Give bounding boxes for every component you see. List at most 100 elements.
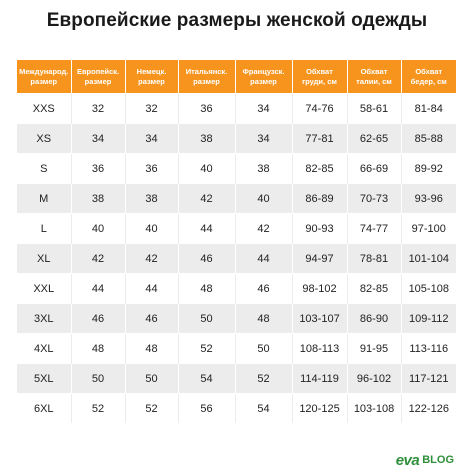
cell-hips: 89-92 — [400, 153, 456, 184]
page-title: Европейские размеры женской одежды — [46, 10, 428, 31]
cell-european-size: 50 — [70, 363, 125, 394]
cell-german-size: 34 — [124, 123, 178, 154]
cell-italian-size: 44 — [177, 213, 235, 244]
cell-waist: 66-69 — [346, 153, 401, 184]
cell-waist: 78-81 — [346, 243, 401, 274]
header-waist: Обхват талии, см — [346, 60, 401, 94]
cell-european-size: 46 — [70, 303, 125, 334]
cell-bust: 94-97 — [291, 243, 347, 274]
cell-italian-size: 50 — [177, 303, 235, 334]
eva-blog-logo: eva BLOG — [396, 451, 454, 469]
cell-european-size: 32 — [70, 93, 125, 124]
cell-bust: 114-119 — [291, 363, 347, 394]
table-row: L 40 40 44 42 90-93 74-77 97-100 — [17, 213, 456, 244]
table-row: 5XL 50 50 54 52 114-119 96-102 117-121 — [17, 363, 456, 394]
cell-bust: 82-85 — [291, 153, 347, 184]
table-row: 6XL 52 52 56 54 120-125 103-108 122-126 — [17, 393, 456, 423]
cell-french-size: 50 — [234, 333, 292, 364]
cell-german-size: 46 — [124, 303, 178, 334]
cell-bust: 90-93 — [291, 213, 347, 244]
cell-international-size: XS — [17, 123, 71, 154]
cell-european-size: 36 — [70, 153, 125, 184]
cell-international-size: XXL — [17, 273, 71, 304]
cell-bust: 77-81 — [291, 123, 347, 154]
cell-italian-size: 46 — [177, 243, 235, 274]
table-row: 3XL 46 46 50 48 103-107 86-90 109-112 — [17, 303, 456, 334]
cell-german-size: 32 — [124, 93, 178, 124]
cell-italian-size: 54 — [177, 363, 235, 394]
cell-european-size: 44 — [70, 273, 125, 304]
cell-waist: 74-77 — [346, 213, 401, 244]
cell-italian-size: 48 — [177, 273, 235, 304]
cell-french-size: 44 — [234, 243, 292, 274]
cell-hips: 105-108 — [400, 273, 456, 304]
cell-hips: 93-96 — [400, 183, 456, 214]
cell-international-size: XXS — [17, 93, 71, 124]
cell-hips: 117-121 — [400, 363, 456, 394]
cell-italian-size: 38 — [177, 123, 235, 154]
cell-german-size: 40 — [124, 213, 178, 244]
cell-german-size: 48 — [124, 333, 178, 364]
cell-german-size: 44 — [124, 273, 178, 304]
cell-bust: 103-107 — [291, 303, 347, 334]
cell-bust: 86-89 — [291, 183, 347, 214]
cell-hips: 85-88 — [400, 123, 456, 154]
cell-french-size: 34 — [234, 123, 292, 154]
cell-german-size: 38 — [124, 183, 178, 214]
cell-french-size: 46 — [234, 273, 292, 304]
cell-bust: 120-125 — [291, 393, 347, 423]
cell-waist: 70-73 — [346, 183, 401, 214]
cell-hips: 113-116 — [400, 333, 456, 364]
header-hips: Обхват бедер, см — [400, 60, 456, 94]
cell-international-size: 3XL — [17, 303, 71, 334]
cell-european-size: 42 — [70, 243, 125, 274]
cell-international-size: 4XL — [17, 333, 71, 364]
cell-hips: 122-126 — [400, 393, 456, 423]
cell-french-size: 38 — [234, 153, 292, 184]
header-french-size: Французск. размер — [234, 60, 292, 94]
cell-international-size: XL — [17, 243, 71, 274]
table-row: XXS 32 32 36 34 74-76 58-61 81-84 — [17, 93, 456, 124]
logo-mark: eva — [395, 451, 420, 469]
cell-european-size: 34 — [70, 123, 125, 154]
cell-international-size: 6XL — [17, 393, 71, 423]
cell-waist: 82-85 — [346, 273, 401, 304]
cell-european-size: 52 — [70, 393, 125, 423]
cell-waist: 91-95 — [346, 333, 401, 364]
cell-bust: 108-113 — [291, 333, 347, 364]
cell-hips: 101-104 — [400, 243, 456, 274]
cell-french-size: 48 — [234, 303, 292, 334]
table-row: XS 34 34 38 34 77-81 62-65 85-88 — [17, 123, 456, 154]
cell-waist: 96-102 — [346, 363, 401, 394]
cell-european-size: 48 — [70, 333, 125, 364]
header-german-size: Немецк. размер — [124, 60, 178, 94]
cell-german-size: 50 — [124, 363, 178, 394]
cell-bust: 74-76 — [291, 93, 347, 124]
cell-international-size: L — [17, 213, 71, 244]
cell-bust: 98-102 — [291, 273, 347, 304]
table-row: S 36 36 40 38 82-85 66-69 89-92 — [17, 153, 456, 184]
cell-hips: 81-84 — [400, 93, 456, 124]
cell-french-size: 42 — [234, 213, 292, 244]
cell-international-size: 5XL — [17, 363, 71, 394]
cell-french-size: 40 — [234, 183, 292, 214]
cell-european-size: 38 — [70, 183, 125, 214]
cell-german-size: 52 — [124, 393, 178, 423]
cell-international-size: S — [17, 153, 71, 184]
cell-italian-size: 36 — [177, 93, 235, 124]
cell-italian-size: 42 — [177, 183, 235, 214]
cell-hips: 109-112 — [400, 303, 456, 334]
cell-german-size: 36 — [124, 153, 178, 184]
cell-waist: 86-90 — [346, 303, 401, 334]
cell-hips: 97-100 — [400, 213, 456, 244]
logo-text: BLOG — [422, 454, 454, 466]
size-table: Международ. размер Европейск. размер Нем… — [17, 60, 456, 423]
cell-waist: 103-108 — [346, 393, 401, 423]
cell-waist: 58-61 — [346, 93, 401, 124]
cell-italian-size: 40 — [177, 153, 235, 184]
cell-french-size: 52 — [234, 363, 292, 394]
cell-european-size: 40 — [70, 213, 125, 244]
cell-international-size: M — [17, 183, 71, 214]
cell-italian-size: 56 — [177, 393, 235, 423]
cell-italian-size: 52 — [177, 333, 235, 364]
